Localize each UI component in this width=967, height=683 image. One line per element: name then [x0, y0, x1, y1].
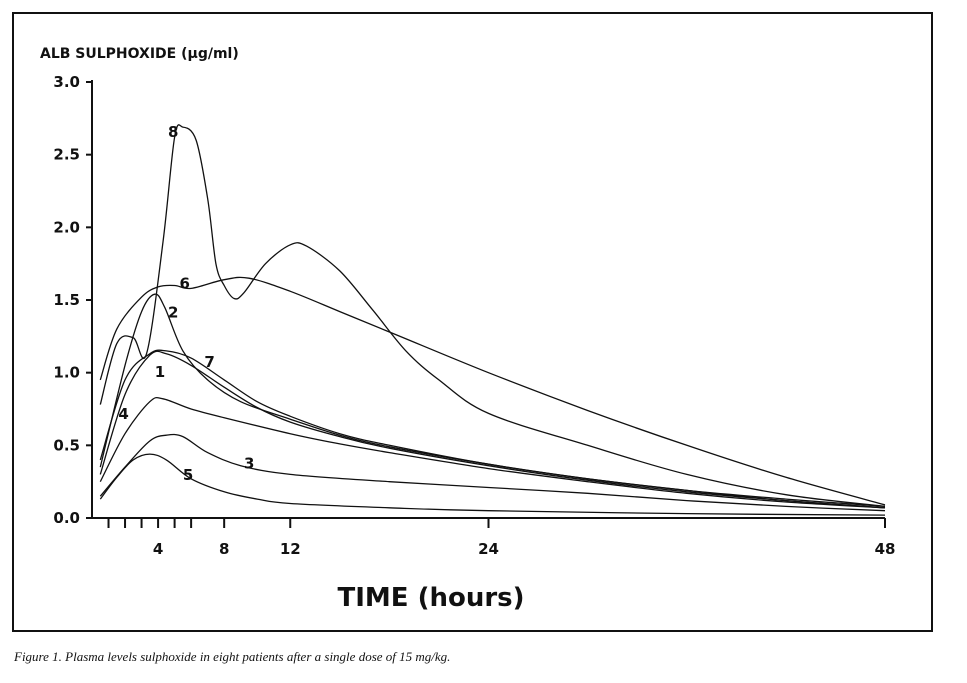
- series-labels: 1 2 3 4 5 6 7 8: [118, 123, 254, 484]
- y-tick-label: 1.0: [53, 364, 80, 382]
- x-tick-label: 12: [280, 540, 301, 558]
- y-axis-label: ALB SULPHOXIDE (µg/ml): [40, 46, 239, 62]
- series-line-4: [99, 396, 886, 509]
- series-line-1: [99, 350, 886, 509]
- series-label-1: 1: [155, 363, 165, 381]
- y-tick-label: 1.5: [53, 291, 80, 309]
- series-line-2: [99, 293, 886, 508]
- series-line-7: [99, 349, 886, 509]
- series-label-5: 5: [183, 466, 193, 484]
- x-tick-label: 48: [875, 540, 896, 558]
- y-tick-label: 2.0: [53, 218, 80, 236]
- series-line-5: [99, 453, 886, 516]
- series-label-7: 7: [204, 353, 214, 371]
- series-line-3: [99, 433, 886, 512]
- x-axis-label: TIME (hours): [337, 583, 524, 613]
- y-tick-label: 0.5: [53, 436, 80, 454]
- y-tick-label: 2.5: [53, 146, 80, 164]
- line-chart: ALB SULPHOXIDE (µg/ml) 0.0 0.5 1.0 1.5 2.0 2.…: [40, 46, 896, 613]
- y-ticks: 0.0 0.5 1.0 1.5 2.0 2.5 3.0: [53, 73, 92, 527]
- series-lines: [99, 124, 886, 516]
- series-label-3: 3: [244, 455, 254, 473]
- series-label-8: 8: [168, 123, 178, 141]
- x-tick-label: 24: [478, 540, 499, 558]
- figure-frame: [12, 12, 933, 632]
- x-tick-label: 4: [153, 540, 163, 558]
- y-tick-label: 3.0: [53, 73, 80, 91]
- axes: [91, 80, 885, 519]
- x-tick-label: 8: [219, 540, 229, 558]
- series-line-8: [99, 124, 886, 508]
- series-label-4: 4: [118, 405, 128, 423]
- y-tick-label: 0.0: [53, 509, 80, 527]
- series-label-6: 6: [180, 274, 190, 292]
- figure-caption: Figure 1. Plasma levels sulphoxide in ei…: [14, 649, 451, 664]
- x-ticks: 4 8 12 24 48: [107, 518, 896, 558]
- series-line-6: [99, 276, 886, 506]
- series-label-2: 2: [168, 303, 178, 321]
